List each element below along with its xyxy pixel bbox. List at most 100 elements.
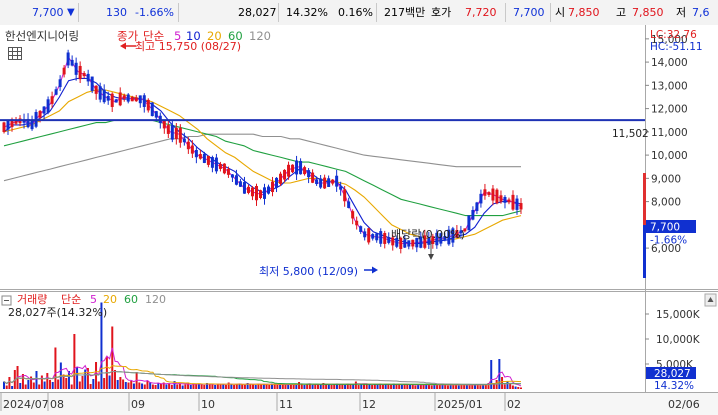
volume-bar bbox=[452, 384, 455, 389]
volume-bar bbox=[414, 385, 417, 389]
hline-label: 11,502 bbox=[612, 128, 649, 140]
volume-bar bbox=[206, 383, 209, 389]
candle-body bbox=[519, 203, 523, 210]
x-tick-label: 10 bbox=[201, 398, 215, 411]
volume-bar bbox=[138, 382, 141, 389]
candle-body bbox=[295, 160, 299, 175]
volume-bar bbox=[57, 379, 60, 389]
volume-bar bbox=[192, 384, 195, 389]
candle-body bbox=[110, 93, 114, 107]
candle-body bbox=[411, 239, 415, 247]
candle-body bbox=[206, 155, 210, 165]
volume-bar bbox=[195, 384, 198, 389]
quote-bar: 7,700 ▼ 130 -1.66% 28,027 14.32% 0.16% 2… bbox=[0, 0, 718, 26]
volume-bar bbox=[197, 383, 200, 389]
candle-body bbox=[38, 110, 42, 118]
ratio-value: 0.16% bbox=[338, 6, 373, 19]
candle-body bbox=[311, 172, 315, 183]
candle-body bbox=[451, 228, 455, 243]
candle-body bbox=[210, 157, 214, 168]
volume-bar bbox=[360, 384, 363, 389]
volume-bar bbox=[330, 385, 333, 389]
volume-bar bbox=[446, 385, 449, 389]
volume-bar bbox=[243, 385, 246, 389]
volume-tick-label: 15,000K bbox=[656, 309, 701, 321]
volume-bar bbox=[187, 382, 190, 389]
volume-bar bbox=[249, 384, 252, 389]
volume-bar bbox=[473, 385, 476, 389]
candle-body bbox=[46, 99, 50, 113]
volume-bar bbox=[154, 385, 157, 389]
trade-amount: 217백만 bbox=[384, 6, 426, 19]
x-tick-label: 2025/01 bbox=[437, 398, 483, 411]
stock-name: 한선엔지니어링 bbox=[5, 29, 79, 43]
candle-body bbox=[2, 122, 6, 132]
volume-bar bbox=[387, 384, 390, 389]
volume-bar bbox=[270, 383, 273, 389]
candle-body bbox=[355, 220, 359, 226]
candle-body bbox=[379, 231, 383, 244]
indicator-label: 종가 bbox=[117, 29, 139, 43]
candle-body bbox=[218, 163, 222, 169]
min-annot-text: 최저 5,800 (12/09) bbox=[259, 265, 358, 278]
volume-bar bbox=[211, 384, 214, 389]
volume-bar bbox=[455, 384, 458, 389]
scroll-up-button[interactable] bbox=[704, 293, 717, 307]
volume-bar bbox=[276, 385, 279, 389]
volume-bar bbox=[444, 384, 447, 389]
bid-label: 호가 bbox=[431, 6, 452, 19]
volume-bar bbox=[181, 385, 184, 389]
volume-bar bbox=[257, 383, 260, 389]
volume-ma-line-120 bbox=[3, 371, 521, 385]
candle-body bbox=[194, 149, 198, 158]
volume-bar bbox=[363, 384, 366, 389]
candle-body bbox=[214, 157, 218, 172]
volume-bar bbox=[384, 384, 387, 389]
volume-bar bbox=[268, 385, 271, 389]
candle-body bbox=[431, 236, 435, 244]
candle-body bbox=[246, 186, 250, 193]
volume-bar bbox=[376, 384, 379, 389]
candle-body bbox=[26, 118, 30, 128]
volume-bar bbox=[54, 347, 57, 389]
ma120-label: 120 bbox=[249, 29, 271, 43]
low-label: 저 bbox=[676, 6, 687, 19]
volume-bar bbox=[484, 384, 487, 389]
volume-bar bbox=[108, 375, 111, 389]
volume-bar bbox=[189, 385, 192, 389]
volume-bar bbox=[517, 387, 520, 389]
volume-bar bbox=[122, 379, 125, 389]
volume-bar bbox=[300, 384, 303, 389]
volume-bar bbox=[357, 385, 360, 389]
volume-bar bbox=[40, 375, 43, 389]
volume-bar bbox=[116, 380, 119, 389]
dividend-annotation: 배당락(0.00%) bbox=[391, 228, 465, 260]
candle-body bbox=[427, 237, 431, 245]
current-price-tag bbox=[646, 220, 696, 233]
candle-body bbox=[383, 233, 387, 244]
vol-ma5-label: 5 bbox=[90, 293, 97, 306]
volume-bar bbox=[354, 381, 357, 389]
candle-body bbox=[371, 234, 375, 239]
volume-bar bbox=[132, 383, 135, 389]
candle-body bbox=[130, 96, 134, 102]
volume-bar bbox=[219, 384, 222, 389]
x-tick-label: 09 bbox=[131, 398, 145, 411]
chart-settings-icon[interactable] bbox=[8, 47, 22, 60]
volume-bar bbox=[81, 376, 84, 389]
volume-bar bbox=[287, 384, 290, 389]
candle-body bbox=[479, 193, 483, 204]
candle-body bbox=[102, 89, 106, 103]
candle-body bbox=[331, 179, 335, 184]
price-tick-label: 14,000 bbox=[651, 57, 688, 69]
candle-body bbox=[134, 97, 138, 102]
stock-chart[interactable]: 15,000 14,000 13,000 12,000 11,000 10,000 9,00… bbox=[0, 25, 718, 415]
volume-bar bbox=[208, 384, 211, 389]
volume-bar bbox=[460, 385, 463, 389]
candle-body bbox=[42, 106, 46, 114]
volume-bar bbox=[392, 383, 395, 389]
candle-body bbox=[407, 240, 411, 247]
volume-bar bbox=[373, 384, 376, 389]
volume-current: 28,027주(14.32%) bbox=[8, 306, 107, 319]
candle-body bbox=[238, 181, 242, 187]
